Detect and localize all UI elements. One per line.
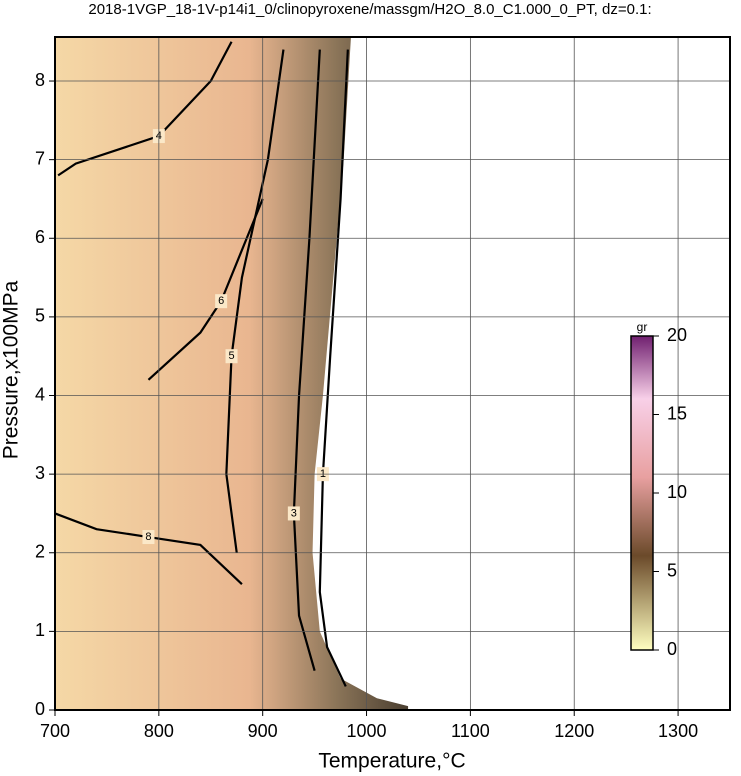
y-tick-label: 6 — [35, 227, 45, 247]
y-axis-label: Pressure,x100MPa — [0, 280, 23, 459]
y-tick-label: 1 — [35, 620, 45, 640]
colorbar-tick-label: 20 — [667, 325, 687, 345]
x-tick-label: 1300 — [658, 721, 698, 741]
x-tick-label: 1100 — [451, 721, 490, 741]
x-tick-label: 1000 — [347, 721, 387, 741]
contour-label: 6 — [218, 295, 224, 307]
plot-frame — [54, 36, 731, 711]
colorbar — [630, 335, 654, 651]
y-tick-label: 0 — [35, 699, 45, 719]
colorbar-label: gr — [637, 320, 648, 334]
x-tick-label: 900 — [248, 721, 278, 741]
contour-label: 5 — [228, 350, 234, 362]
y-tick-label: 4 — [35, 384, 45, 404]
x-axis-label: Temperature,°C — [318, 750, 465, 773]
colorbar-tick-label: 10 — [667, 482, 687, 502]
colorbar-tick-label: 5 — [667, 560, 677, 580]
y-tick-label: 8 — [35, 70, 45, 90]
contour-label-bg — [142, 530, 155, 545]
x-tick-label: 1200 — [554, 721, 594, 741]
contour-line — [292, 49, 321, 671]
x-tick-label: 700 — [40, 721, 70, 741]
y-tick-label: 2 — [35, 542, 45, 562]
contour-label-bg — [225, 349, 238, 364]
y-tick-label: 5 — [35, 306, 45, 326]
colorbar-tick-label: 15 — [667, 403, 687, 423]
colorbar-tick-label: 0 — [667, 639, 677, 659]
contour-label: 8 — [145, 531, 151, 543]
contour-label-bg — [287, 506, 300, 521]
chart-title: 2018-1VGP_18-1V-p14i1_0/clinopyroxene/ma… — [88, 1, 651, 18]
y-tick-label: 3 — [35, 463, 45, 483]
contour-label: 3 — [291, 507, 297, 519]
x-tick-label: 800 — [144, 721, 174, 741]
contour-label-bg — [215, 294, 228, 309]
y-tick-label: 7 — [35, 148, 45, 168]
